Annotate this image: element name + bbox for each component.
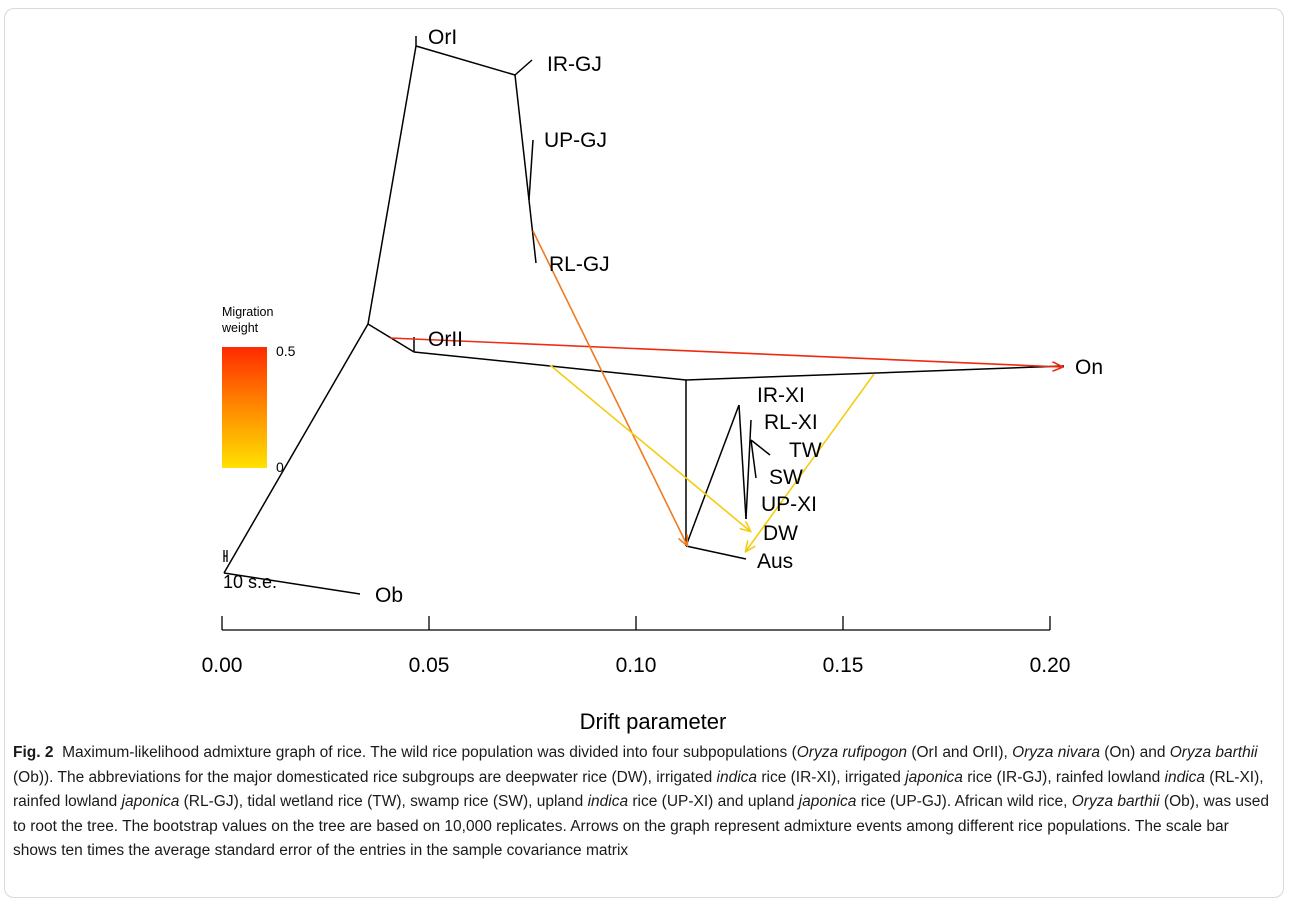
pop-label-dw: DW [763, 522, 798, 545]
caption-species-3: Oryza barthii [1169, 744, 1258, 761]
edge-irxi-sub [738, 404, 747, 520]
caption-term-japonica-2: japonica [121, 793, 180, 810]
caption-species-2: Oryza nivara [1012, 744, 1100, 761]
caption-text-5: rice (IR-XI), irrigated [757, 768, 906, 786]
caption-text-4: (Ob)). The abbreviations for the major d… [13, 768, 717, 786]
pop-label-upgj: UP-GJ [544, 129, 607, 152]
pop-label-aus: Aus [757, 550, 793, 573]
caption-text-6: rice (IR-GJ), rainfed lowland [962, 768, 1165, 786]
caption-text-3: (On) and [1099, 744, 1170, 761]
pop-label-ob: Ob [375, 584, 403, 607]
legend-title-line2: weight [221, 321, 259, 335]
edge-gj-sub [514, 74, 530, 201]
edge-xi-aus [685, 545, 747, 560]
caption-text-8: (RL-GJ), tidal wetland rice (TW), swamp … [179, 793, 588, 810]
edge-a-ori [367, 45, 417, 325]
edge-root-ob [223, 572, 361, 595]
x-axis-ticks: 0.00 0.05 0.10 0.15 0.20 [202, 616, 1071, 677]
pop-label-orii: OrII [428, 328, 463, 351]
x-tick-label: 0.10 [616, 654, 657, 677]
caption-term-indica-2: indica [1164, 768, 1206, 786]
edge-upgj-tip [528, 139, 534, 201]
caption-term-indica-3: indica [587, 793, 629, 810]
pop-label-upxi: UP-XI [761, 493, 817, 516]
figure-caption: Fig. 2 Maximum-likelihood admixture grap… [13, 741, 1275, 864]
caption-term-indica-1: indica [716, 768, 758, 786]
x-axis-label: Drift parameter [580, 709, 727, 734]
x-tick-label: 0.05 [409, 654, 450, 677]
figure-frame [4, 8, 1284, 898]
migration-arrow-orii-dw [549, 364, 750, 531]
caption-species-4: Oryza barthii [1071, 793, 1160, 810]
migration-weight-legend: Migration weight 0.5 0 [221, 305, 296, 475]
caption-text-9: rice (UP-XI) and upland [628, 793, 799, 810]
figure-label: Fig. 2 [13, 744, 54, 761]
caption-text-1: Maximum-likelihood admixture graph of ri… [62, 744, 797, 761]
x-tick-label: 0.00 [202, 654, 243, 677]
caption-text-7: (RL-XI), rainfed lowland [13, 768, 1264, 811]
pop-label-ori: OrI [428, 26, 457, 49]
x-axis: 0.00 0.05 0.10 0.15 0.20 Drift parameter [202, 616, 1071, 734]
legend-title-line1: Migration [222, 305, 273, 319]
pop-label-rlxi: RL-XI [764, 411, 818, 434]
migration-arrow-rlgj-xi [532, 230, 687, 545]
edge-ori-gj [415, 45, 516, 76]
caption-text-2: (OrI and OrII), [907, 744, 1013, 761]
x-tick-label: 0.15 [823, 654, 864, 677]
scale-bar-label: 10 s.e. [223, 572, 277, 592]
caption-text-11: (Ob), was used to root the tree. The boo… [13, 793, 1270, 859]
caption-term-japonica-1: japonica [905, 768, 963, 786]
migration-arrow-on-aus [746, 373, 875, 551]
caption-term-japonica-3: japonica [798, 793, 857, 810]
caption-text-10: rice (UP-GJ). African wild rice, [856, 793, 1072, 810]
tree-edges [223, 36, 1065, 595]
migration-arrows [389, 230, 1062, 551]
legend-color-gradient [222, 347, 267, 468]
pop-label-irxi: IR-XI [757, 384, 805, 407]
pop-label-sw: SW [769, 466, 803, 489]
migration-arrow-ori-on [389, 337, 1062, 367]
scale-bar: 10 s.e. [223, 550, 277, 592]
edge-rlxi-tw [750, 439, 771, 456]
pop-label-rlgj: RL-GJ [549, 253, 610, 276]
pop-label-tw: TW [789, 439, 822, 462]
caption-species-1: Oryza rufipogon [796, 744, 908, 761]
pop-label-on: On [1075, 356, 1103, 379]
legend-min-label: 0 [276, 459, 284, 475]
edge-root-node-a [223, 323, 369, 574]
admixture-graph-plot: OrI IR-GJ UP-GJ RL-GJ OrII On IR-XI RL-X… [202, 26, 1103, 734]
edge-gj-irgj [514, 59, 533, 76]
edge-xi-irxi [685, 404, 740, 547]
edge-rlxi-sw [750, 439, 757, 479]
edge-on-branch [685, 365, 1065, 381]
x-tick-label: 0.20 [1030, 654, 1071, 677]
edge-sub-rlxi [745, 419, 752, 520]
legend-max-label: 0.5 [276, 343, 296, 359]
pop-label-irgj: IR-GJ [547, 53, 602, 76]
